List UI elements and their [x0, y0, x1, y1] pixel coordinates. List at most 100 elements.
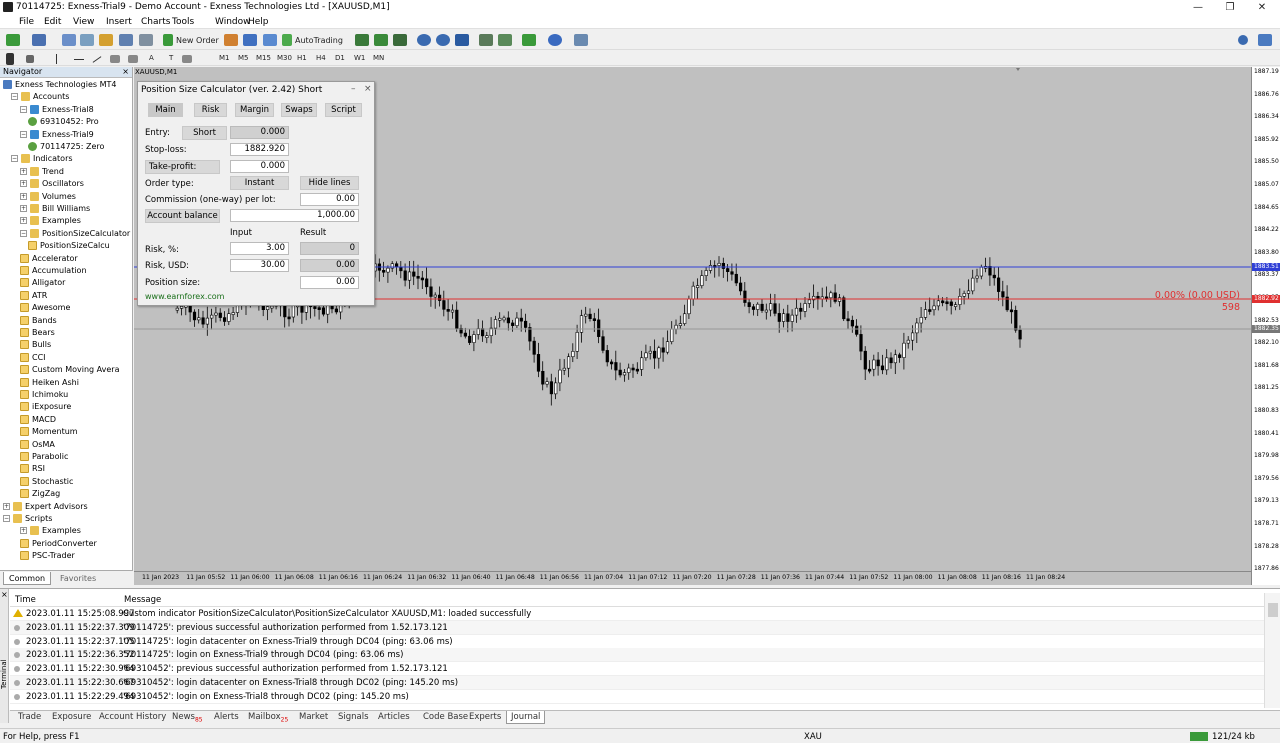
nav-volumes-folder[interactable]: + Volumes — [20, 191, 76, 203]
nav-server-trial8[interactable]: − Exness-Trial8 — [20, 104, 94, 116]
arrows-icon[interactable] — [182, 51, 192, 67]
psc-minimize-button[interactable]: – — [351, 84, 356, 94]
take-profit-button[interactable]: Take-profit: — [145, 160, 220, 174]
nav-item[interactable]: MACD — [20, 414, 56, 426]
tab-code-base[interactable]: Code Base — [423, 711, 468, 724]
community-icon[interactable] — [243, 32, 257, 48]
expand-toggle-icon[interactable]: + — [20, 217, 27, 225]
tab-alerts[interactable]: Alerts — [214, 711, 239, 724]
tab-trade[interactable]: Trade — [18, 711, 41, 724]
expand-toggle-icon[interactable]: − — [20, 229, 27, 237]
expand-toggle-icon[interactable]: − — [20, 105, 27, 113]
navigator-icon[interactable] — [99, 32, 113, 48]
position-size-field[interactable]: 0.00 — [300, 276, 359, 289]
nav-item[interactable]: + Examples — [20, 525, 81, 537]
menu-file[interactable]: File — [19, 17, 35, 27]
expand-toggle-icon[interactable]: − — [11, 93, 18, 101]
tab-articles[interactable]: Articles — [378, 711, 410, 724]
nav-account-69310452[interactable]: 69310452: Pro — [28, 116, 99, 128]
nav-bill-williams-folder[interactable]: + Bill Williams — [20, 203, 90, 215]
tab-experts[interactable]: Experts — [469, 711, 501, 724]
close-window-button[interactable]: ✕ — [1257, 2, 1267, 13]
hide-lines-button[interactable]: Hide lines — [300, 176, 359, 190]
autoscroll-icon[interactable] — [498, 32, 512, 48]
search-icon[interactable] — [1238, 32, 1248, 48]
psc-tab-swaps[interactable]: Swaps — [281, 103, 317, 117]
nav-psc-folder[interactable]: − PositionSizeCalculator — [20, 228, 130, 240]
entry-field[interactable]: 0.000 — [230, 126, 289, 139]
metaeditor-icon[interactable] — [224, 32, 238, 48]
timeframe-h1[interactable]: H1 — [297, 54, 307, 62]
nav-item[interactable]: PeriodConverter — [20, 538, 97, 550]
menu-insert[interactable]: Insert — [106, 17, 132, 27]
nav-broker-root[interactable]: Exness Technologies MT4 — [3, 79, 116, 91]
nav-item[interactable]: Bulls — [20, 339, 51, 351]
account-balance-field[interactable]: 1,000.00 — [230, 209, 359, 222]
nav-item[interactable]: RSI — [20, 463, 45, 475]
nav-item[interactable]: PSC-Trader — [20, 550, 75, 562]
nav-item[interactable]: CCI — [20, 352, 46, 364]
tab-exposure[interactable]: Exposure — [52, 711, 91, 724]
message-column-header[interactable]: Message — [124, 595, 162, 605]
trendline-icon[interactable] — [92, 51, 102, 67]
nav-item[interactable]: Bears — [20, 327, 55, 339]
zoom-in-icon[interactable] — [417, 32, 431, 48]
timeframe-h4[interactable]: H4 — [316, 54, 326, 62]
take-profit-field[interactable]: 0.000 — [230, 160, 289, 173]
timeframe-m5[interactable]: M5 — [238, 54, 249, 62]
commission-field[interactable]: 0.00 — [300, 193, 359, 206]
journal-scrollbar[interactable] — [1264, 593, 1280, 708]
menu-help[interactable]: Help — [248, 17, 269, 27]
psc-tab-script[interactable]: Script — [325, 103, 362, 117]
journal-row[interactable]: 2023.01.11 15:22:37.309'70114725': previ… — [10, 620, 1264, 635]
nav-item[interactable]: ATR — [20, 290, 47, 302]
nav-accounts-folder[interactable]: − Accounts — [11, 91, 69, 103]
chat-icon[interactable] — [1258, 32, 1272, 48]
expand-toggle-icon[interactable]: − — [3, 515, 10, 522]
nav-item[interactable]: Parabolic — [20, 451, 68, 463]
time-column-header[interactable]: Time — [15, 595, 36, 605]
channel-icon[interactable] — [110, 51, 120, 67]
psc-tab-margin[interactable]: Margin — [235, 103, 274, 117]
tab-signals[interactable]: Signals — [338, 711, 369, 724]
expand-toggle-icon[interactable]: + — [3, 502, 10, 510]
tester-icon[interactable] — [139, 32, 153, 48]
nav-item[interactable]: Momentum — [20, 426, 78, 438]
entry-direction-button[interactable]: Short — [182, 126, 227, 140]
tab-market[interactable]: Market — [299, 711, 328, 724]
nav-trend-folder[interactable]: + Trend — [20, 166, 64, 178]
journal-row[interactable]: 2023.01.11 15:22:29.494'69310452': login… — [10, 690, 1264, 704]
timeframe-d1[interactable]: D1 — [335, 54, 345, 62]
expand-toggle-icon[interactable]: + — [20, 192, 27, 200]
menu-tools[interactable]: Tools — [172, 17, 195, 27]
nav-item[interactable]: Accelerator — [20, 253, 78, 265]
zoom-out-icon[interactable] — [436, 32, 450, 48]
expand-toggle-icon[interactable]: − — [11, 155, 18, 163]
expand-toggle-icon[interactable]: − — [20, 130, 27, 138]
timeframe-w1[interactable]: W1 — [354, 54, 366, 62]
nav-item[interactable]: + Expert Advisors — [3, 501, 88, 513]
nav-item[interactable]: Ichimoku — [20, 389, 68, 401]
menu-edit[interactable]: Edit — [44, 17, 62, 27]
bar-chart-icon[interactable] — [355, 32, 369, 48]
nav-examples-folder[interactable]: + Examples — [20, 215, 81, 227]
minimize-button[interactable]: — — [1193, 2, 1203, 13]
new-chart-icon[interactable] — [6, 32, 20, 48]
nav-server-trial9[interactable]: − Exness-Trial9 — [20, 129, 94, 141]
profiles-icon[interactable] — [32, 32, 46, 48]
chart-shift-marker[interactable] — [1016, 68, 1020, 71]
maximize-button[interactable]: ❐ — [1225, 2, 1235, 13]
line-chart-icon[interactable] — [393, 32, 407, 48]
vertical-line-icon[interactable] — [56, 51, 57, 67]
menu-view[interactable]: View — [73, 17, 95, 27]
tab-common[interactable]: Common — [3, 572, 52, 585]
nav-item[interactable]: Stochastic — [20, 476, 73, 488]
expand-toggle-icon[interactable]: + — [20, 527, 27, 535]
nav-item[interactable]: Alligator — [20, 277, 65, 289]
data-window-icon[interactable] — [80, 32, 94, 48]
periods-icon[interactable] — [548, 32, 562, 48]
tab-mailbox[interactable]: Mailbox25 — [248, 711, 288, 724]
nav-item[interactable]: OsMA — [20, 439, 55, 451]
nav-item[interactable]: − Scripts — [3, 513, 52, 525]
risk-percent-input[interactable]: 3.00 — [230, 242, 289, 255]
